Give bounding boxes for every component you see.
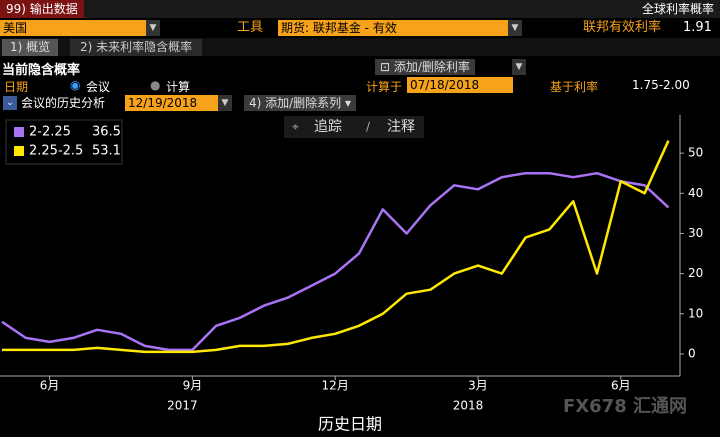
y-tick-label: 50	[688, 146, 703, 160]
screen-title: 全球利率概率	[641, 2, 714, 16]
x-tick-label: 3月	[468, 379, 488, 393]
icon: ⊡	[380, 60, 394, 74]
x-axis-title: 历史日期	[318, 415, 382, 434]
add-series-button[interactable]: 4) 添加/删除系列 ▾	[244, 95, 357, 111]
x-tick-label: 12月	[322, 379, 349, 393]
radio-label: 计算	[166, 80, 191, 94]
button-label: 4) 添加/删除系列	[249, 96, 342, 110]
label: 会议的历史分析	[21, 96, 106, 110]
instrument-field[interactable]: 期货: 联邦基金 - 有效	[278, 20, 508, 36]
legend-label: 2-2.25	[29, 125, 71, 140]
section-title: 当前隐含概率	[2, 63, 81, 78]
top-bar	[0, 0, 720, 18]
icon: ∕	[366, 120, 371, 134]
y-tick-label: 30	[688, 226, 703, 240]
icon: ⌖	[292, 120, 299, 134]
menu-button[interactable]: 99) 输出数据	[0, 0, 84, 18]
collapse-icon[interactable]: ⌄	[3, 96, 17, 110]
chart: ⌖ 追踪 ∕ 注释 历史日期 FX678 汇通网 0 10 20 30 40 50 6月 9月…	[0, 115, 703, 434]
toolbar-button[interactable]: 注释	[387, 119, 415, 135]
dropdown[interactable]: ▼	[508, 20, 522, 36]
legend-swatch	[14, 146, 24, 156]
legend-box	[5, 119, 123, 165]
base-rate: 1.75-2.00	[632, 78, 690, 92]
rate-value: 1.91	[683, 20, 712, 35]
label: 计算于	[366, 80, 403, 94]
x-tick-label: 9月	[183, 379, 203, 393]
tab-active[interactable]: 1) 概览	[2, 39, 59, 56]
radio-off[interactable]: ●	[150, 78, 161, 92]
toolbar-button[interactable]: 追踪	[314, 119, 342, 135]
label: 日期	[4, 80, 29, 94]
y-tick-label: 10	[688, 306, 703, 320]
label: 工具	[237, 20, 264, 35]
country-field[interactable]: 美国	[0, 20, 146, 36]
add-rate-button[interactable]: ⊡ 添加/删除利率	[375, 59, 475, 75]
line-series	[1, 171, 670, 352]
radio-on[interactable]: ◉	[70, 78, 81, 92]
x-year-label: 2018	[453, 399, 484, 413]
y-tick-label: 20	[688, 266, 703, 280]
button-label: 添加/删除利率	[393, 60, 470, 74]
legend-value: 36.5	[92, 125, 121, 140]
x-tick-label: 6月	[611, 379, 631, 393]
legend-label: 2.25-2.5	[29, 144, 83, 159]
calc-date-field[interactable]: 07/18/2018	[407, 77, 513, 93]
meeting-date-field[interactable]: 12/19/2018	[125, 95, 231, 111]
dropdown[interactable]: ▼	[512, 59, 526, 75]
tab[interactable]: 2) 未来利率隐含概率	[70, 39, 203, 56]
legend-swatch	[14, 127, 24, 137]
y-tick-label: 40	[688, 186, 703, 200]
x-year-label: 2017	[167, 399, 198, 413]
line-series	[2, 140, 670, 354]
toolbar	[284, 116, 424, 138]
radio-label: 会议	[86, 80, 111, 94]
watermark: FX678 汇通网	[563, 396, 687, 417]
legend-value: 53.1	[92, 144, 121, 159]
label: 基于利率	[550, 80, 599, 94]
dropdown[interactable]: ▼	[146, 20, 160, 36]
dropdown[interactable]: ▼	[218, 95, 232, 111]
label: 联邦有效利率	[583, 20, 662, 35]
x-tick-label: 6月	[40, 379, 60, 393]
y-tick-label: 0	[688, 346, 696, 360]
